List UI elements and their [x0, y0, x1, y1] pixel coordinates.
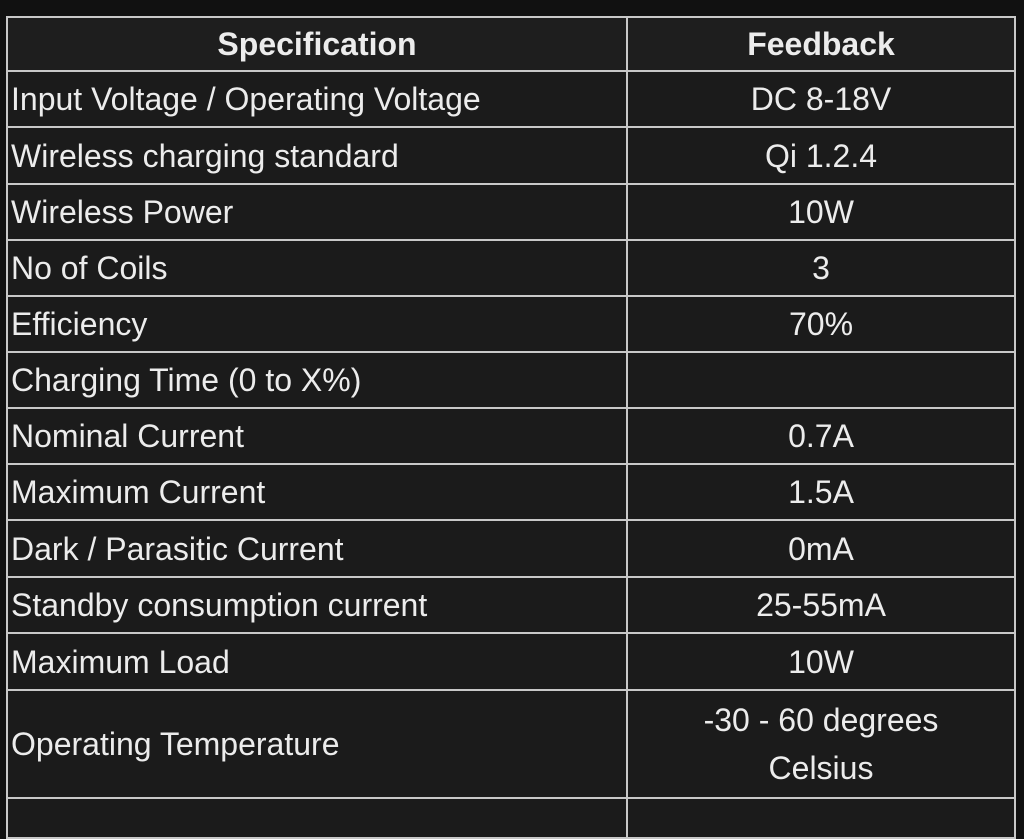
spec-cell: Wireless Power	[6, 183, 628, 241]
spec-cell	[6, 797, 628, 839]
feedback-cell: 3	[626, 239, 1016, 297]
spec-cell: Operating Temperature	[6, 689, 628, 799]
spec-cell: Charging Time (0 to X%)	[6, 351, 628, 409]
cell-text: 1.5A	[788, 474, 854, 510]
cell-text: Specification	[217, 26, 417, 62]
feedback-cell	[626, 797, 1016, 839]
feedback-cell: 10W	[626, 632, 1016, 691]
spec-cell: Efficiency	[6, 295, 628, 353]
spec-cell: Standby consumption current	[6, 576, 628, 634]
cell-text: 0.7A	[788, 418, 854, 454]
cell-text: 10W	[788, 643, 854, 680]
cell-text: 0mA	[788, 530, 854, 567]
cell-text: 3	[812, 250, 830, 286]
cell-text: Feedback	[747, 26, 895, 62]
cell-text: Wireless charging standard	[11, 137, 399, 174]
cell-text: Operating Temperature	[11, 726, 340, 762]
cell-text: 25-55mA	[756, 587, 886, 623]
cell-text: 70%	[788, 306, 854, 342]
cell-text: Nominal Current	[11, 418, 244, 454]
feedback-cell: 10W	[626, 183, 1016, 241]
spec-table: Specification Feedback Input Voltage / Ope…	[6, 16, 1016, 839]
header-cell: Feedback	[626, 16, 1016, 72]
cell-text: 10W	[788, 194, 854, 230]
feedback-cell: 1.5A	[626, 463, 1016, 521]
feedback-cell: DC 8-18V	[626, 70, 1016, 128]
cell-text: Qi 1.2.4	[764, 137, 878, 174]
cell-text: Input Voltage / Operating Voltage	[11, 81, 481, 117]
cell-text: Maximum Current	[11, 474, 266, 510]
spec-cell: Nominal Current	[6, 407, 628, 465]
feedback-cell: -30 - 60 degrees Celsius	[626, 689, 1016, 799]
cell-text: Dark / Parasitic Current	[11, 530, 344, 567]
cell-text: Charging Time (0 to X%)	[11, 362, 362, 398]
feedback-cell: 70%	[626, 295, 1016, 353]
spec-cell: Dark / Parasitic Current	[6, 519, 628, 578]
cell-text: No of Coils	[11, 250, 168, 286]
spec-cell: Wireless charging standard	[6, 126, 628, 185]
cell-text: Efficiency	[11, 306, 148, 342]
spec-cell: Maximum Current	[6, 463, 628, 521]
feedback-cell: 0mA	[626, 519, 1016, 578]
page: Specification Feedback Input Voltage / Ope…	[6, 16, 1016, 839]
feedback-cell: 25-55mA	[626, 576, 1016, 634]
spec-cell: No of Coils	[6, 239, 628, 297]
feedback-cell: 0.7A	[626, 407, 1016, 465]
cell-text: Standby consumption current	[11, 587, 428, 623]
feedback-cell: Qi 1.2.4	[626, 126, 1016, 185]
feedback-cell	[626, 351, 1016, 409]
cell-text: Wireless Power	[11, 194, 234, 230]
spec-cell: Maximum Load	[6, 632, 628, 691]
cell-text: DC 8-18V	[750, 81, 892, 117]
header-cell: Specification	[6, 16, 628, 72]
cell-text: Maximum Load	[11, 643, 230, 680]
spec-cell: Input Voltage / Operating Voltage	[6, 70, 628, 128]
cell-text: -30 - 60 degrees Celsius	[703, 702, 939, 786]
